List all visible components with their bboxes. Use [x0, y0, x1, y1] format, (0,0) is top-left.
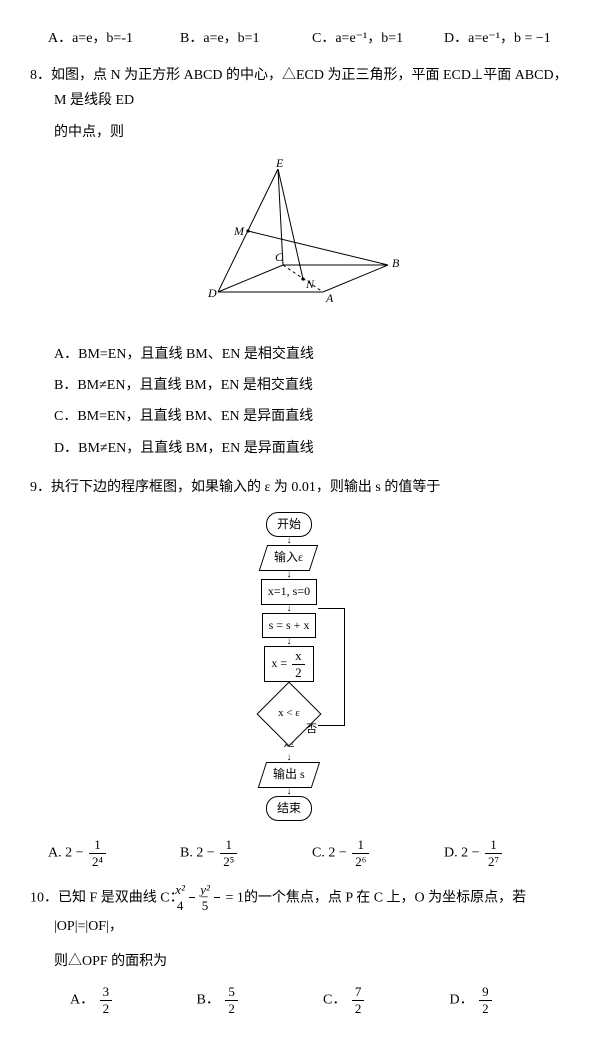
q7-options: A．a=e，b=-1 B．a=e，b=1 C．a=e⁻¹，b=1 D．a=e⁻¹… [48, 26, 576, 51]
q8-opt-c: C．BM=EN，且直线 BM、EN 是异面直线 [54, 404, 576, 429]
q9-flowchart: 开始 ↓ 输入ε ↓ x=1, s=0 ↓ s = s + x ↓ x = x2… [30, 512, 576, 822]
q8-opt-d: D．BM≠EN，且直线 BM，EN 是异面直线 [54, 436, 576, 461]
q10-number: 10． [30, 890, 58, 905]
label-D: D [207, 286, 217, 300]
q10-opt-d: D． 92 [450, 984, 577, 1016]
flow-sum: s = s + x [262, 613, 317, 639]
q8-stem: 8．如图，点 N 为正方形 ABCD 的中心，△ECD 为正三角形，平面 ECD… [30, 63, 576, 113]
label-B: B [392, 256, 400, 270]
q9-number: 9． [30, 480, 51, 495]
q9-opt-d: D. 2 − 12⁷ [444, 837, 576, 869]
q7-opt-a: A．a=e，b=-1 [48, 26, 180, 51]
label-M: M [233, 224, 245, 238]
q8-options: A．BM=EN，且直线 BM、EN 是相交直线 B．BM≠EN，且直线 BM，E… [30, 342, 576, 461]
q7-opt-d: D．a=e⁻¹，b = −1 [444, 26, 576, 51]
q9-opt-b: B. 2 − 12⁵ [180, 837, 312, 869]
q10-options: A． 32 B． 52 C． 72 D． 92 [70, 984, 576, 1016]
q9-opt-a: A. 2 − 12⁴ [48, 837, 180, 869]
q8-opt-b: B．BM≠EN，且直线 BM，EN 是相交直线 [54, 373, 576, 398]
q9-stem: 9．执行下边的程序框图，如果输入的 ε 为 0.01，则输出 s 的值等于 [30, 475, 576, 500]
label-A: A [325, 291, 334, 305]
arrow-icon: ↓ [287, 605, 292, 613]
arrow-icon: ↓ [287, 638, 292, 646]
q9-stem-text: 执行下边的程序框图，如果输入的 ε 为 0.01，则输出 s 的值等于 [51, 480, 440, 495]
flow-end: 结束 [266, 796, 312, 822]
q10-stem-line2: 则△OPF 的面积为 [30, 949, 576, 974]
arrow-icon: ↓ [287, 788, 292, 796]
q10-opt-a: A． 32 [70, 984, 197, 1016]
q9-opt-c: C. 2 − 12⁶ [312, 837, 444, 869]
flow-half: x = x2 [264, 646, 313, 682]
q8-stem-line2: 的中点，则 [30, 120, 576, 145]
flow-no: 否 [306, 720, 317, 740]
q7-opt-b: B．a=e，b=1 [180, 26, 312, 51]
q8-opt-a: A．BM=EN，且直线 BM、EN 是相交直线 [54, 342, 576, 367]
flow-init: x=1, s=0 [261, 579, 317, 605]
q10-stem-pre: 已知 F 是双曲线 C： [58, 890, 184, 905]
q9-options: A. 2 − 12⁴ B. 2 − 12⁵ C. 2 − 12⁶ D. 2 − … [48, 837, 576, 869]
label-N: N [305, 277, 315, 291]
arrow-icon: ↓ [287, 571, 292, 579]
flow-output: 输出 s [258, 762, 320, 788]
label-E: E [275, 157, 284, 170]
q10-opt-b: B． 52 [197, 984, 324, 1016]
q7-opt-c: C．a=e⁻¹，b=1 [312, 26, 444, 51]
q8-number: 8． [30, 68, 51, 83]
q10-opt-c: C． 72 [323, 984, 450, 1016]
flow-start: 开始 [266, 512, 312, 538]
label-C: C [275, 250, 284, 264]
q10-stem: 10．已知 F 是双曲线 C： x²4 − y²5 = 1的一个焦点，点 P 在… [30, 882, 576, 939]
q8-figure: E M C D N B A [30, 157, 576, 326]
flow-input: 输入ε [259, 545, 318, 571]
q8-stem-line1: 如图，点 N 为正方形 ABCD 的中心，△ECD 为正三角形，平面 ECD⊥平… [51, 68, 568, 108]
